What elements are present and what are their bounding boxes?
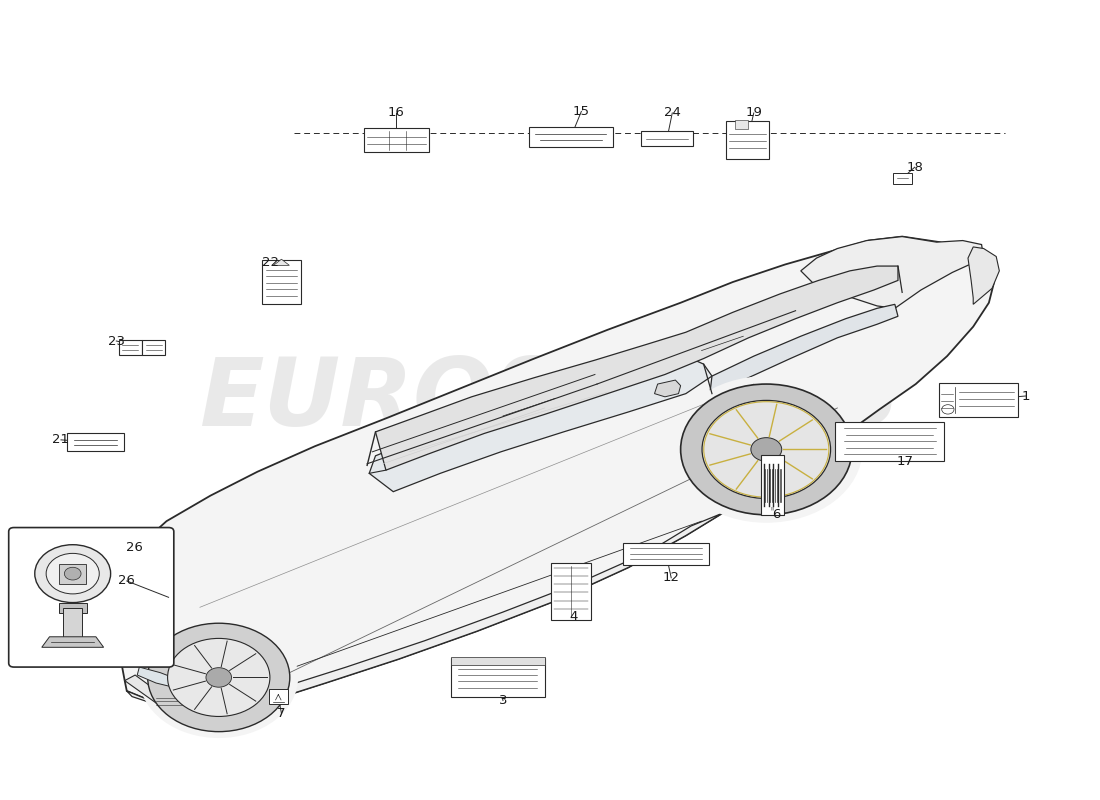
Polygon shape bbox=[274, 259, 289, 266]
Text: 21: 21 bbox=[53, 434, 69, 446]
Text: 16: 16 bbox=[388, 106, 405, 119]
Bar bbox=[67, 434, 124, 451]
Text: a passion for parts since 1985: a passion for parts since 1985 bbox=[298, 463, 802, 496]
Bar bbox=[451, 657, 544, 666]
Circle shape bbox=[206, 668, 231, 687]
Text: 19: 19 bbox=[746, 106, 762, 119]
Circle shape bbox=[702, 400, 830, 498]
Polygon shape bbox=[42, 637, 103, 647]
Bar bbox=[735, 120, 748, 130]
Bar bbox=[726, 121, 769, 159]
Polygon shape bbox=[968, 247, 999, 304]
Text: 26: 26 bbox=[126, 541, 143, 554]
Text: 4: 4 bbox=[570, 610, 579, 623]
Polygon shape bbox=[710, 304, 898, 394]
Text: EUROSPARES: EUROSPARES bbox=[199, 354, 901, 446]
Bar bbox=[893, 173, 912, 184]
Bar bbox=[641, 131, 693, 146]
Text: 6: 6 bbox=[772, 507, 781, 521]
Bar bbox=[59, 563, 86, 584]
Bar bbox=[835, 422, 945, 461]
Polygon shape bbox=[654, 380, 681, 397]
Bar bbox=[451, 658, 544, 698]
Circle shape bbox=[167, 638, 270, 717]
Circle shape bbox=[35, 545, 111, 602]
Text: 17: 17 bbox=[896, 455, 914, 468]
Polygon shape bbox=[111, 237, 994, 710]
Polygon shape bbox=[375, 266, 898, 470]
Bar bbox=[761, 455, 784, 515]
Circle shape bbox=[46, 554, 99, 594]
Text: 15: 15 bbox=[573, 105, 590, 118]
Bar bbox=[623, 542, 708, 565]
Bar bbox=[364, 128, 429, 152]
Bar bbox=[262, 260, 301, 304]
Text: 26: 26 bbox=[119, 574, 135, 587]
Circle shape bbox=[147, 623, 289, 732]
Circle shape bbox=[65, 567, 81, 580]
Polygon shape bbox=[138, 667, 182, 689]
Circle shape bbox=[670, 376, 862, 522]
Bar bbox=[268, 690, 288, 704]
Text: 24: 24 bbox=[663, 106, 681, 119]
FancyBboxPatch shape bbox=[9, 527, 174, 667]
Text: 22: 22 bbox=[263, 256, 279, 270]
Polygon shape bbox=[124, 675, 252, 710]
Circle shape bbox=[681, 384, 852, 515]
Circle shape bbox=[751, 438, 782, 461]
Bar bbox=[142, 340, 165, 355]
Circle shape bbox=[140, 617, 298, 738]
Polygon shape bbox=[126, 514, 723, 709]
Bar bbox=[529, 126, 613, 147]
Text: 3: 3 bbox=[498, 694, 507, 707]
Text: 23: 23 bbox=[108, 334, 124, 347]
Text: 12: 12 bbox=[662, 571, 680, 584]
Polygon shape bbox=[801, 237, 983, 308]
Text: 7: 7 bbox=[277, 707, 286, 720]
Text: |||: ||| bbox=[770, 506, 774, 510]
Bar bbox=[551, 562, 591, 620]
Bar bbox=[64, 608, 82, 637]
Polygon shape bbox=[370, 356, 712, 492]
Text: 1: 1 bbox=[1021, 390, 1030, 402]
Bar bbox=[58, 602, 87, 613]
Bar bbox=[119, 340, 142, 355]
Text: 18: 18 bbox=[906, 161, 923, 174]
Bar bbox=[939, 383, 1018, 417]
